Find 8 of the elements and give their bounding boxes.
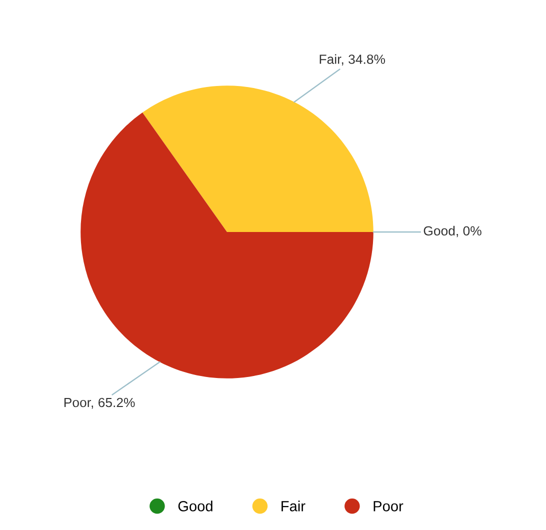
text: Good, 0% bbox=[424, 226, 482, 238]
legend-label: Poor bbox=[374, 501, 404, 512]
legend-label: Good bbox=[178, 500, 212, 512]
data-label: Poor, 65.2% bbox=[64, 398, 135, 409]
pie-slice bbox=[80, 112, 374, 378]
data-label: Fair, 34.8% bbox=[320, 54, 386, 66]
legend-label: Fair bbox=[282, 500, 306, 512]
pie-slice bbox=[142, 86, 374, 232]
